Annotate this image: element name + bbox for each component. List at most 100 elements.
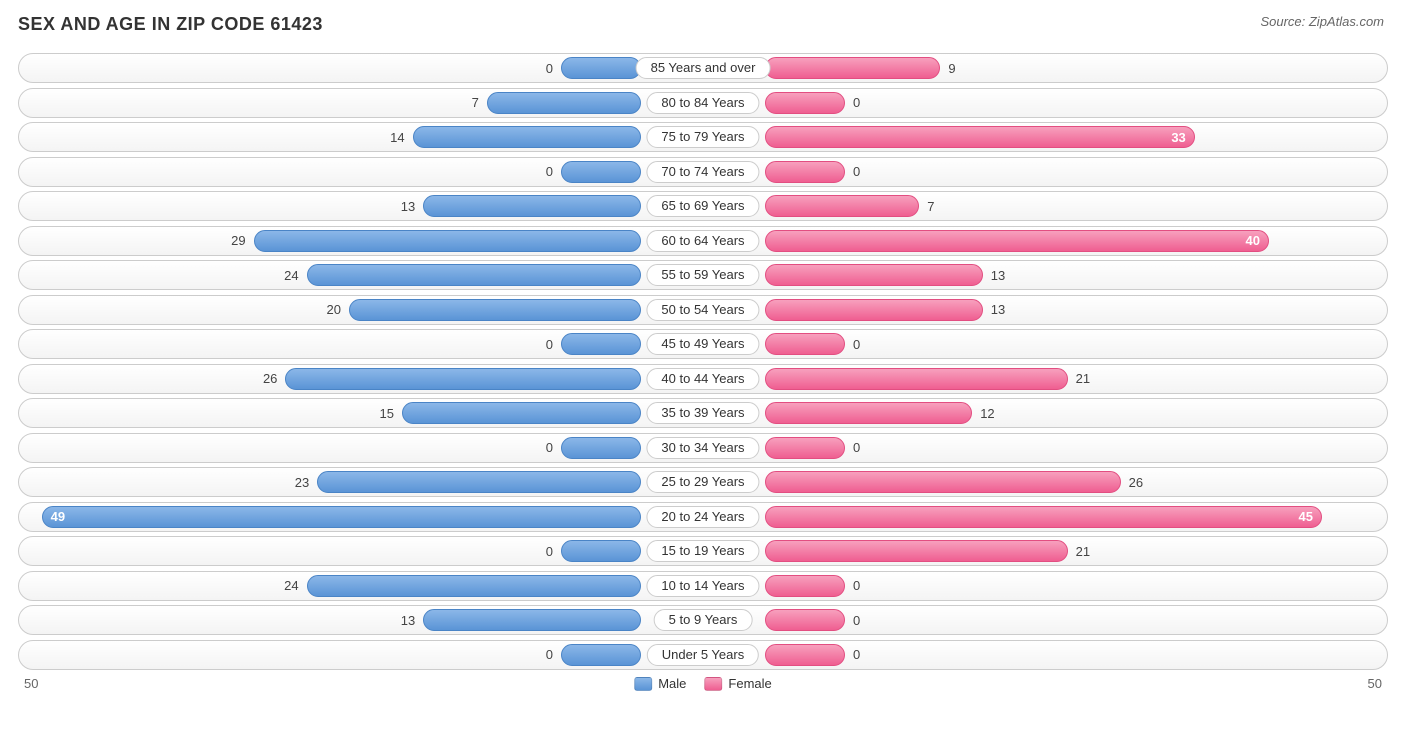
female-bar	[765, 368, 1068, 390]
female-half: 7	[703, 195, 1383, 217]
axis-right-max: 50	[1368, 676, 1382, 691]
female-value: 21	[1068, 371, 1098, 386]
female-bar: 45	[765, 506, 1322, 528]
male-value: 0	[538, 337, 561, 352]
female-value: 0	[845, 164, 868, 179]
female-half: 9	[703, 57, 1383, 79]
legend-male-swatch	[634, 677, 652, 691]
age-category-label: 40 to 44 Years	[646, 368, 759, 390]
pyramid-row: 0985 Years and over	[18, 53, 1388, 83]
male-half: 24	[23, 575, 703, 597]
pyramid-row: 0 0 70 to 74 Years	[18, 157, 1388, 187]
age-category-label: 15 to 19 Years	[646, 540, 759, 562]
age-category-label: 70 to 74 Years	[646, 161, 759, 183]
male-bar	[307, 264, 641, 286]
age-category-label: 45 to 49 Years	[646, 333, 759, 355]
male-value: 13	[393, 199, 423, 214]
female-value: 26	[1121, 475, 1151, 490]
male-half: 24	[23, 264, 703, 286]
pyramid-row: 49 45 20 to 24 Years	[18, 502, 1388, 532]
age-category-label: 50 to 54 Years	[646, 299, 759, 321]
female-bar	[765, 540, 1068, 562]
female-value: 45	[1291, 509, 1321, 524]
male-bar	[561, 161, 641, 183]
female-half: 12	[703, 402, 1383, 424]
female-bar	[765, 57, 940, 79]
axis-left-max: 50	[24, 676, 38, 691]
male-bar	[561, 540, 641, 562]
male-bar	[317, 471, 641, 493]
male-bar	[561, 644, 641, 666]
pyramid-row: 0 0 45 to 49 Years	[18, 329, 1388, 359]
age-category-label: 65 to 69 Years	[646, 195, 759, 217]
female-half: 13	[703, 264, 1383, 286]
male-bar	[254, 230, 641, 252]
pyramid-row: 232625 to 29 Years	[18, 467, 1388, 497]
female-value: 13	[983, 268, 1013, 283]
male-half: 0	[23, 644, 703, 666]
age-category-label: 80 to 84 Years	[646, 92, 759, 114]
male-half: 20	[23, 299, 703, 321]
chart-container: SEX AND AGE IN ZIP CODE 61423 Source: Zi…	[0, 0, 1406, 740]
male-bar	[561, 437, 641, 459]
male-half: 14	[23, 126, 703, 148]
source-attribution: Source: ZipAtlas.com	[1260, 14, 1384, 29]
legend-female-label: Female	[728, 676, 771, 691]
male-value: 0	[538, 164, 561, 179]
age-category-label: 35 to 39 Years	[646, 402, 759, 424]
pyramid-row: 0030 to 34 Years	[18, 433, 1388, 463]
male-value: 20	[319, 302, 349, 317]
female-half: 45	[703, 506, 1383, 528]
male-bar: 49	[42, 506, 641, 528]
female-value: 21	[1068, 544, 1098, 559]
male-bar	[561, 333, 641, 355]
axis-row: 50 Male Female 50	[18, 674, 1388, 691]
female-value: 0	[845, 578, 868, 593]
male-half: 0	[23, 333, 703, 355]
male-value: 0	[538, 61, 561, 76]
male-value: 26	[255, 371, 285, 386]
population-pyramid: 0985 Years and over7080 to 84 Years14337…	[18, 53, 1388, 670]
female-bar	[765, 402, 972, 424]
male-value: 15	[372, 406, 402, 421]
legend-male-label: Male	[658, 676, 686, 691]
male-value: 14	[382, 130, 412, 145]
male-bar	[307, 575, 641, 597]
male-bar	[487, 92, 641, 114]
female-value: 0	[845, 440, 868, 455]
female-value: 33	[1163, 130, 1193, 145]
female-half: 21	[703, 540, 1383, 562]
female-value: 12	[972, 406, 1002, 421]
male-bar	[349, 299, 641, 321]
male-half: 13	[23, 195, 703, 217]
female-bar	[765, 609, 845, 631]
female-value: 40	[1238, 233, 1268, 248]
female-bar	[765, 92, 845, 114]
male-half: 0	[23, 161, 703, 183]
female-half: 13	[703, 299, 1383, 321]
male-half: 7	[23, 92, 703, 114]
age-category-label: 20 to 24 Years	[646, 506, 759, 528]
male-value: 7	[464, 95, 487, 110]
male-bar	[423, 195, 641, 217]
female-bar	[765, 299, 983, 321]
pyramid-row: 15 12 35 to 39 Years	[18, 398, 1388, 428]
female-half: 0	[703, 644, 1383, 666]
male-half: 26	[23, 368, 703, 390]
male-value: 24	[276, 578, 306, 593]
male-half: 0	[23, 437, 703, 459]
male-value: 29	[223, 233, 253, 248]
female-value: 0	[845, 337, 868, 352]
male-value: 13	[393, 613, 423, 628]
pyramid-row: 143375 to 79 Years	[18, 122, 1388, 152]
legend: Male Female	[634, 676, 772, 691]
pyramid-row: 7 0 80 to 84 Years	[18, 88, 1388, 118]
female-half: 33	[703, 126, 1383, 148]
male-bar	[423, 609, 641, 631]
female-value: 0	[845, 95, 868, 110]
age-category-label: 60 to 64 Years	[646, 230, 759, 252]
pyramid-row: 02115 to 19 Years	[18, 536, 1388, 566]
pyramid-row: 13 765 to 69 Years	[18, 191, 1388, 221]
pyramid-row: 29 40 60 to 64 Years	[18, 226, 1388, 256]
male-value: 0	[538, 440, 561, 455]
